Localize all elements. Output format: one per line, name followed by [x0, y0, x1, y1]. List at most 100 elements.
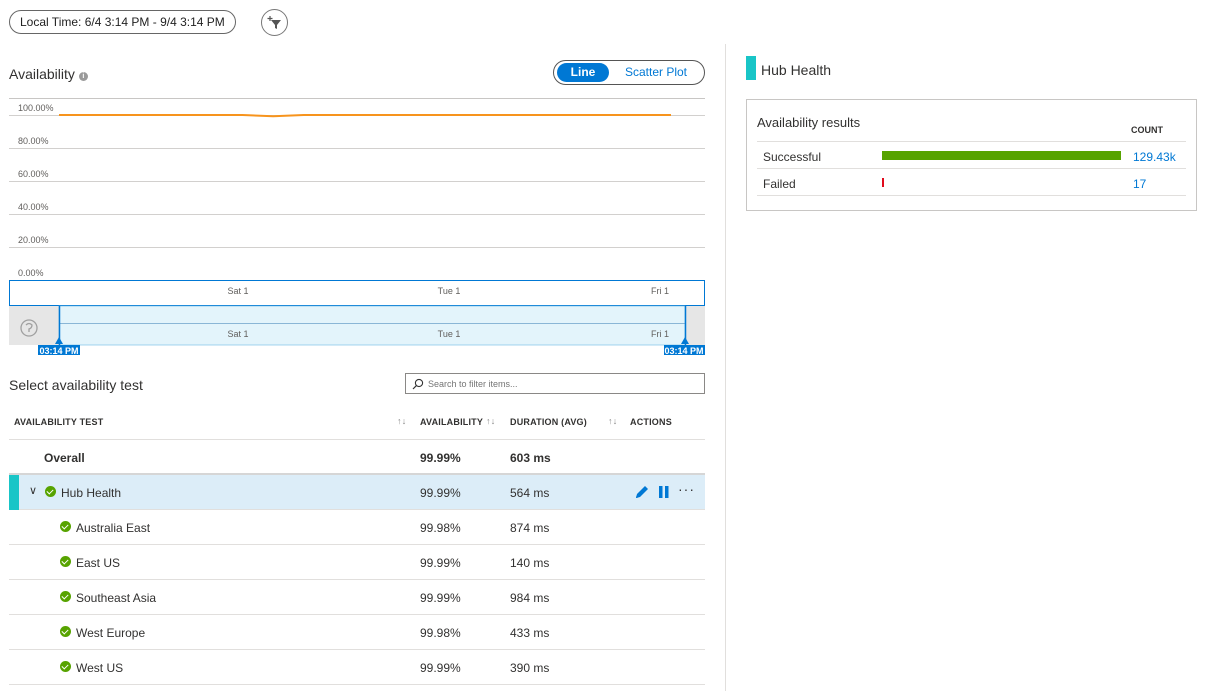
- count-header: COUNT: [1131, 125, 1163, 135]
- info-icon[interactable]: i: [78, 72, 88, 81]
- more-options-icon[interactable]: ···: [678, 481, 695, 497]
- success-check-icon: [60, 626, 71, 637]
- availability-series-line[interactable]: [59, 114, 671, 118]
- location-row[interactable]: East US 99.99% 140 ms: [9, 545, 705, 580]
- location-availability: 99.99%: [420, 661, 461, 675]
- edit-pencil-icon[interactable]: [634, 484, 650, 503]
- column-header-actions: ACTIONS: [630, 417, 672, 427]
- result-bar: [882, 151, 1121, 160]
- brush-tick-label: Tue 1: [438, 329, 461, 339]
- side-panel-title: Hub Health: [761, 62, 832, 78]
- sort-icon[interactable]: ↑↓: [397, 416, 407, 426]
- line-option[interactable]: Line: [557, 63, 609, 82]
- location-name: West Europe: [76, 626, 146, 640]
- brush-tick-label: Sat 1: [227, 329, 248, 339]
- overall-row[interactable]: Overall 99.99% 603 ms: [9, 440, 705, 475]
- hub-health-row[interactable]: ∨ Hub Health 99.99% 564 ms ···: [9, 475, 705, 510]
- scatter-plot-option[interactable]: Scatter Plot: [624, 65, 688, 79]
- result-row: Failed 17: [757, 168, 1186, 195]
- column-header-duration[interactable]: DURATION (AVG): [510, 417, 587, 427]
- chart-type-toggle[interactable]: Line Scatter Plot: [553, 60, 705, 85]
- location-availability: 99.98%: [420, 521, 461, 535]
- success-check-icon: [45, 486, 56, 497]
- search-icon: [412, 378, 424, 390]
- y-tick-label: 0.00%: [18, 268, 44, 278]
- location-duration: 433 ms: [510, 626, 550, 640]
- y-tick-label: 80.00%: [18, 136, 49, 146]
- location-row[interactable]: West Europe 99.98% 433 ms: [9, 615, 705, 650]
- add-filter-icon: [267, 16, 281, 29]
- column-header-availability[interactable]: AVAILABILITY: [420, 417, 484, 427]
- hub-duration: 564 ms: [510, 486, 550, 500]
- brush-end-label-bg: [664, 345, 705, 356]
- sort-icon[interactable]: ↑↓: [486, 416, 496, 426]
- location-duration: 874 ms: [510, 521, 550, 535]
- brush-axis-box: [9, 280, 705, 306]
- brush-left-mask: [9, 306, 59, 345]
- brush-right-mask: [685, 306, 705, 345]
- location-availability: 99.98%: [420, 626, 461, 640]
- location-duration: 140 ms: [510, 556, 550, 570]
- column-header-test[interactable]: AVAILABILITY TEST: [14, 417, 104, 427]
- x-tick-label: Fri 1: [651, 286, 669, 296]
- location-row[interactable]: Southeast Asia 99.99% 984 ms: [9, 580, 705, 615]
- y-tick-label: 20.00%: [18, 235, 49, 245]
- location-name: Australia East: [76, 521, 151, 535]
- search-input[interactable]: [428, 375, 698, 392]
- location-availability: 99.99%: [420, 591, 461, 605]
- reset-zoom-icon[interactable]: [20, 319, 38, 337]
- panel-divider: [725, 44, 726, 691]
- results-bottom-divider: [757, 195, 1186, 196]
- location-duration: 984 ms: [510, 591, 550, 605]
- table-header: AVAILABILITY TEST ↑↓ AVAILABILITY ↑↓ DUR…: [9, 405, 705, 440]
- success-check-icon: [60, 661, 71, 672]
- y-tick-label: 60.00%: [18, 169, 49, 179]
- availability-test-table: AVAILABILITY TEST ↑↓ AVAILABILITY ↑↓ DUR…: [9, 405, 705, 685]
- location-availability: 99.99%: [420, 556, 461, 570]
- brush-end-label: 03:14 PM: [664, 346, 703, 355]
- brush-right-triangle-icon[interactable]: [681, 337, 689, 344]
- brush-tick-label: Fri 1: [651, 329, 669, 339]
- success-check-icon: [60, 556, 71, 567]
- location-name: East US: [76, 556, 121, 570]
- result-label: Failed: [763, 177, 796, 191]
- select-test-title: Select availability test: [9, 377, 143, 393]
- results-title: Availability results: [757, 115, 861, 130]
- y-tick-label: 100.00%: [18, 103, 54, 113]
- x-tick-label: Sat 1: [227, 286, 248, 296]
- overall-name: Overall: [44, 451, 85, 465]
- overall-duration: 603 ms: [510, 451, 551, 465]
- result-bar: [882, 178, 884, 187]
- pause-icon[interactable]: [658, 484, 670, 503]
- filter-search-box[interactable]: [405, 373, 705, 394]
- availability-title: Availability i: [9, 66, 88, 82]
- location-name: West US: [76, 661, 124, 675]
- location-rows: Australia East 99.98% 874 ms East US 99.99% 1…: [9, 510, 705, 685]
- brush-selection[interactable]: [58, 305, 686, 346]
- availability-chart: 100.00% 80.00% 60.00% 40.00% 20.00% 0.00%: [9, 98, 705, 280]
- selected-accent-bar: [9, 475, 19, 510]
- location-name: Southeast Asia: [76, 591, 157, 605]
- location-row[interactable]: Australia East 99.98% 874 ms: [9, 510, 705, 545]
- sort-icon[interactable]: ↑↓: [608, 416, 618, 426]
- brush-start-label: 03:14 PM: [39, 346, 78, 355]
- chevron-down-icon[interactable]: ∨: [29, 485, 38, 497]
- availability-results-card: Availability results COUNT Successful 129…: [746, 99, 1197, 211]
- add-filter-button[interactable]: [261, 9, 288, 36]
- time-range-button[interactable]: Local Time: 6/4 3:14 PM - 9/4 3:14 PM: [9, 10, 236, 34]
- brush-left-triangle-icon[interactable]: [55, 337, 63, 344]
- time-brush-svg[interactable]: Sat 1 Tue 1 Fri 1 Sat 1 Tue 1 Fri 1 03:14 PM 03…: [9, 280, 705, 356]
- location-row[interactable]: West US 99.99% 390 ms: [9, 650, 705, 685]
- hub-color-swatch: [746, 56, 756, 80]
- success-check-icon: [60, 521, 71, 532]
- hub-name: Hub Health: [61, 486, 122, 500]
- overall-availability: 99.99%: [420, 451, 461, 465]
- availability-line-chart: 100.00% 80.00% 60.00% 40.00% 20.00% 0.00%: [9, 98, 705, 278]
- time-brush[interactable]: Sat 1 Tue 1 Fri 1 Sat 1 Tue 1 Fri 1 03:14 PM 03…: [9, 280, 705, 356]
- y-tick-label: 40.00%: [18, 202, 49, 212]
- success-check-icon: [60, 591, 71, 602]
- result-count[interactable]: 129.43k: [1133, 150, 1176, 164]
- brush-start-label-bg: [38, 345, 80, 356]
- x-tick-label: Tue 1: [438, 286, 461, 296]
- result-count[interactable]: 17: [1133, 177, 1147, 191]
